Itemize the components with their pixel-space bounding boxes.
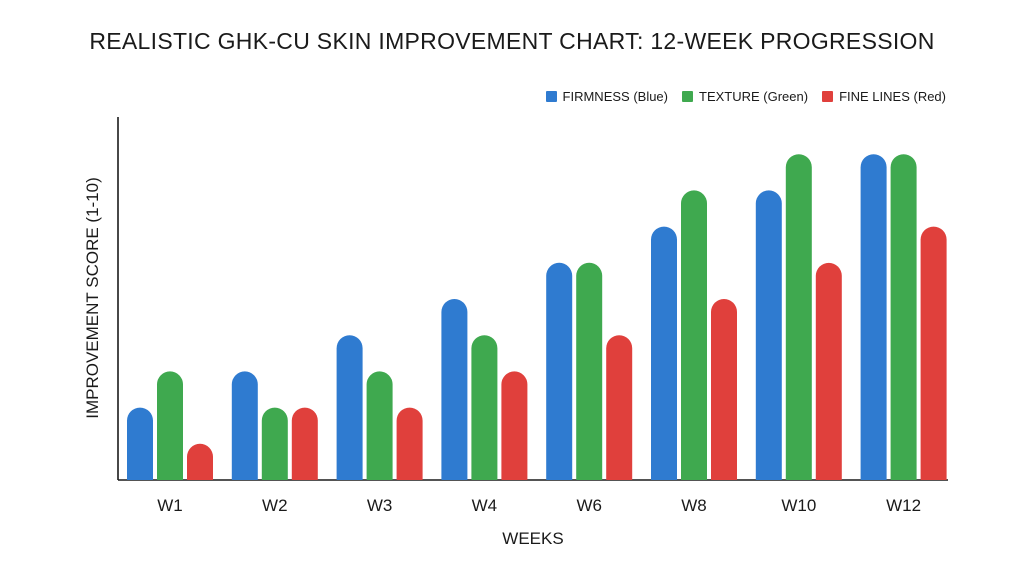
bar-firmness-w4: [441, 299, 468, 480]
bar-firmness-w2: [231, 371, 258, 480]
bar-firmness-w10: [755, 190, 782, 480]
x-tick-label: W1: [157, 496, 183, 515]
legend-label: FIRMNESS (Blue): [562, 89, 668, 104]
bar-firmness-w12: [860, 154, 887, 480]
x-tick-label: W8: [681, 496, 707, 515]
x-tick-label: W6: [576, 496, 602, 515]
bar-firmness-w8: [651, 226, 677, 480]
x-tick-label: W12: [886, 496, 921, 515]
bar-texture-w8: [681, 190, 707, 480]
legend-swatch: [822, 91, 834, 102]
chart-title: REALISTIC GHK-CU SKIN IMPROVEMENT CHART:…: [89, 28, 935, 54]
bar-fine-w4: [501, 371, 528, 480]
bar-firmness-w1: [127, 407, 153, 480]
bar-fine-w1: [187, 443, 213, 480]
legend: FIRMNESS (Blue) TEXTURE (Green) FINE LINES…: [545, 89, 946, 104]
bar-fine-w3: [396, 407, 423, 480]
legend-item: FIRMNESS (Blue): [545, 89, 668, 104]
legend-label: FINE LINES (Red): [839, 89, 946, 104]
legend-swatch: [682, 91, 693, 102]
bar-texture-w3: [366, 371, 393, 480]
x-axis-title: WEEKS: [502, 529, 563, 548]
bar-texture-w1: [157, 371, 183, 480]
legend-swatch: [545, 91, 557, 102]
bar-texture-w4: [471, 335, 498, 480]
y-axis-title: IMPROVEMENT SCORE (1-10): [83, 177, 102, 419]
bar-texture-w6: [576, 262, 603, 480]
bar-firmness-w6: [546, 262, 573, 480]
x-tick-label: W3: [367, 496, 393, 515]
bar-texture-w2: [261, 407, 288, 480]
bar-fine-w2: [291, 407, 318, 480]
legend-item: FINE LINES (Red): [822, 89, 946, 104]
bar-fine-w10: [815, 262, 842, 480]
x-tick-label: W10: [781, 496, 816, 515]
bar-texture-w10: [785, 154, 812, 480]
bar-fine-w6: [606, 335, 633, 480]
x-tick-label: W4: [472, 496, 498, 515]
legend-label: TEXTURE (Green): [699, 89, 809, 104]
bar-texture-w12: [890, 154, 917, 480]
x-tick-label: W2: [262, 496, 288, 515]
legend-item: TEXTURE (Green): [682, 89, 808, 104]
bar-fine-w8: [711, 299, 737, 480]
bar-fine-w12: [920, 226, 947, 480]
bar-firmness-w3: [336, 335, 363, 480]
